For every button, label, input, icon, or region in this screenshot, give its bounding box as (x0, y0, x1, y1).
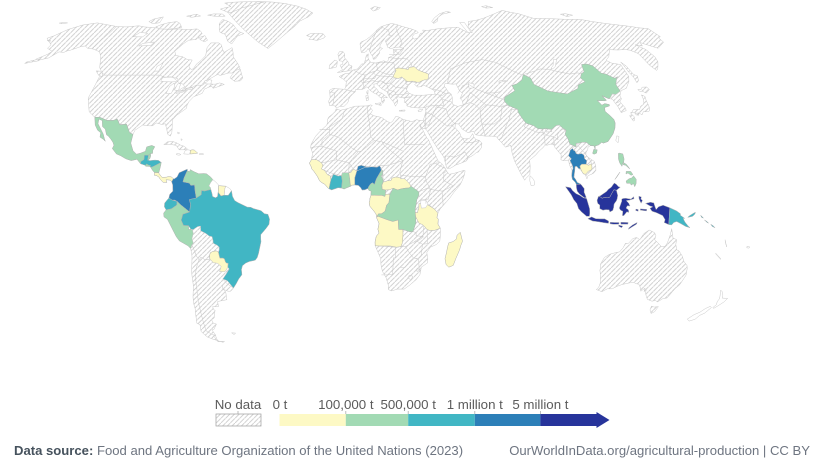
svg-text:Data source: Food and Agricult: Data source: Food and Agriculture Organi… (14, 443, 463, 458)
svg-text:OurWorldInData.org/agricultura: OurWorldInData.org/agricultural-producti… (509, 443, 810, 458)
svg-text:100,000 t: 100,000 t (318, 397, 374, 412)
svg-text:0 t: 0 t (273, 397, 288, 412)
svg-text:No data: No data (215, 397, 262, 412)
svg-text:5 million t: 5 million t (512, 397, 568, 412)
svg-text:1 million t: 1 million t (447, 397, 503, 412)
svg-text:500,000 t: 500,000 t (380, 397, 436, 412)
